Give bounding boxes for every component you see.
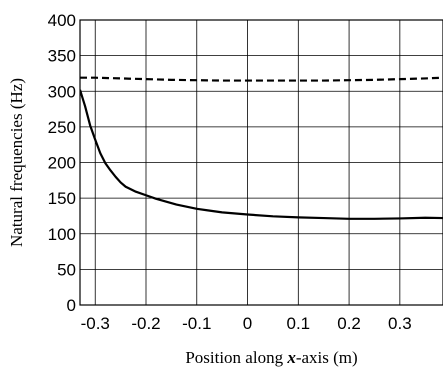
y-tick-label: 200 [48, 154, 76, 173]
x-tick-label: 0.3 [388, 314, 412, 333]
x-tick-label: 0 [243, 314, 252, 333]
y-axis-label: Natural frequencies (Hz) [7, 78, 26, 247]
x-axis-label-part-2: -axis (m) [296, 348, 358, 367]
y-tick-label: 400 [48, 11, 76, 30]
x-tick-labels: -0.3 -0.2 -0.1 0 0.1 0.2 0.3 [81, 314, 412, 333]
plot-frame [79, 19, 443, 306]
x-tick-label: -0.3 [81, 314, 110, 333]
y-tick-label: 150 [48, 189, 76, 208]
y-tick-label: 350 [48, 47, 76, 66]
y-tick-label: 250 [48, 118, 76, 137]
series-group [80, 76, 443, 220]
x-axis-label-part-1: Position along [185, 348, 287, 367]
x-tick-label: -0.2 [131, 314, 160, 333]
y-tick-labels: 0 50 100 150 200 250 300 350 400 [48, 11, 76, 315]
x-tick-label: -0.1 [182, 314, 211, 333]
y-tick-label: 0 [67, 296, 76, 315]
y-tick-label: 50 [57, 260, 76, 279]
series-line-solid [80, 89, 443, 220]
x-tick-label: 0.2 [337, 314, 361, 333]
x-axis-label: Position along x-axis (m) [185, 348, 357, 367]
y-tick-label: 300 [48, 82, 76, 101]
grid-lines [80, 19, 443, 306]
series-line-dashed [80, 76, 443, 82]
y-tick-label: 100 [48, 225, 76, 244]
x-axis-label-var: x [286, 348, 296, 367]
x-tick-label: 0.1 [286, 314, 310, 333]
